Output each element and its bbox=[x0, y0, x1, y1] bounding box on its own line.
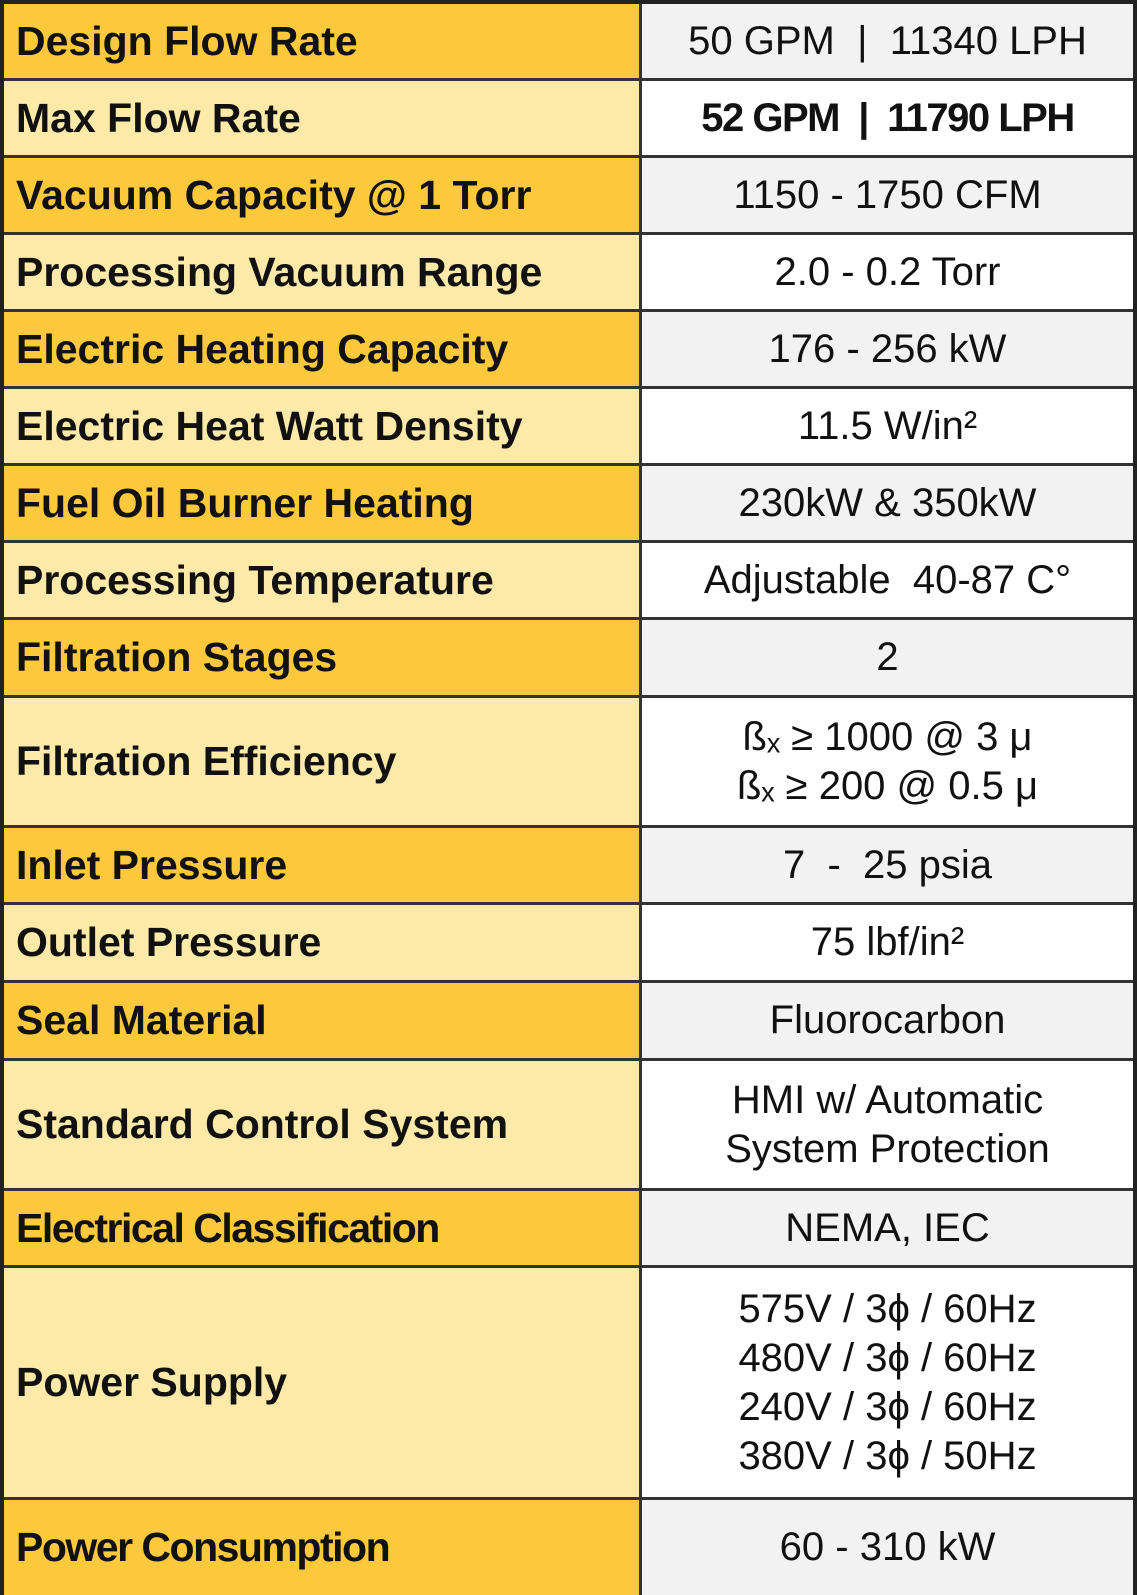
value-line: 7 - 25 psia bbox=[782, 842, 992, 887]
value-line: 240V / 3ϕ / 60Hz bbox=[738, 1384, 1037, 1429]
value-line: 11.5 W/in² bbox=[797, 403, 978, 448]
table-row: Seal Material Fluorocarbon bbox=[4, 983, 1133, 1061]
row-label: Filtration Efficiency bbox=[4, 698, 642, 825]
row-value: 1150 - 1750 CFM bbox=[642, 158, 1133, 232]
table-row: Standard Control System HMI w/ Automatic S… bbox=[4, 1061, 1133, 1191]
row-value: Fluorocarbon bbox=[642, 983, 1133, 1058]
value-line: 230kW & 350kW bbox=[738, 480, 1037, 525]
table-row: Vacuum Capacity @ 1 Torr 1150 - 1750 CFM bbox=[4, 158, 1133, 235]
row-label: Electric Heat Watt Density bbox=[4, 389, 642, 463]
value-line: System Protection bbox=[725, 1126, 1050, 1171]
row-label: Design Flow Rate bbox=[4, 4, 642, 78]
row-label: Filtration Stages bbox=[4, 620, 642, 695]
row-label: Max Flow Rate bbox=[4, 81, 642, 155]
value-line: Fluorocarbon bbox=[769, 998, 1006, 1042]
row-label: Power Consumption bbox=[4, 1500, 642, 1595]
table-row: Power Consumption 60 - 310 kW bbox=[4, 1500, 1133, 1595]
table-row: Electrical Classification NEMA, IEC bbox=[4, 1191, 1133, 1268]
row-value: 2 bbox=[642, 620, 1133, 695]
value-line: 52 GPM | 11790 LPH bbox=[701, 95, 1075, 140]
value-line: HMI w/ Automatic bbox=[731, 1077, 1044, 1122]
row-value: 50 GPM | 11340 LPH bbox=[642, 4, 1133, 78]
row-value: Adjustable 40-87 C° bbox=[642, 543, 1133, 617]
row-value: ßₓ ≥ 1000 @ 3 μ ßₓ ≥ 200 @ 0.5 μ bbox=[642, 698, 1133, 825]
row-label: Standard Control System bbox=[4, 1061, 642, 1188]
value-line: Adjustable 40-87 C° bbox=[703, 557, 1072, 602]
row-value: 52 GPM | 11790 LPH bbox=[642, 81, 1133, 155]
row-label: Outlet Pressure bbox=[4, 905, 642, 980]
value-line: 575V / 3ϕ / 60Hz bbox=[738, 1286, 1037, 1331]
row-value: HMI w/ Automatic System Protection bbox=[642, 1061, 1133, 1188]
row-label: Electric Heating Capacity bbox=[4, 312, 642, 386]
value-line: 480V / 3ϕ / 60Hz bbox=[738, 1335, 1037, 1380]
table-row: Processing Temperature Adjustable 40-87 C… bbox=[4, 543, 1133, 620]
table-row: Filtration Stages 2 bbox=[4, 620, 1133, 698]
row-value: 230kW & 350kW bbox=[642, 466, 1133, 540]
row-label: Vacuum Capacity @ 1 Torr bbox=[4, 158, 642, 232]
row-label: Inlet Pressure bbox=[4, 828, 642, 902]
value-line: 60 - 310 kW bbox=[779, 1525, 996, 1569]
value-line: 75 lbf/in² bbox=[810, 920, 965, 964]
table-row: Design Flow Rate 50 GPM | 11340 LPH bbox=[4, 4, 1133, 81]
value-line: NEMA, IEC bbox=[785, 1205, 990, 1250]
row-value: NEMA, IEC bbox=[642, 1191, 1133, 1265]
table-row: Processing Vacuum Range 2.0 - 0.2 Torr bbox=[4, 235, 1133, 312]
row-value: 176 - 256 kW bbox=[642, 312, 1133, 386]
value-line: 1150 - 1750 CFM bbox=[733, 172, 1042, 217]
row-value: 75 lbf/in² bbox=[642, 905, 1133, 980]
row-value: 2.0 - 0.2 Torr bbox=[642, 235, 1133, 309]
row-value: 7 - 25 psia bbox=[642, 828, 1133, 902]
row-value: 60 - 310 kW bbox=[642, 1500, 1133, 1595]
row-label: Electrical Classification bbox=[4, 1191, 642, 1265]
table-row: Filtration Efficiency ßₓ ≥ 1000 @ 3 μ ßₓ ≥… bbox=[4, 698, 1133, 828]
row-value: 575V / 3ϕ / 60Hz 480V / 3ϕ / 60Hz 240V / 3… bbox=[642, 1268, 1133, 1497]
table-row: Fuel Oil Burner Heating 230kW & 350kW bbox=[4, 466, 1133, 543]
table-row: Max Flow Rate 52 GPM | 11790 LPH bbox=[4, 81, 1133, 158]
row-label: Seal Material bbox=[4, 983, 642, 1058]
row-label: Power Supply bbox=[4, 1268, 642, 1497]
value-line: 50 GPM | 11340 LPH bbox=[688, 18, 1087, 63]
row-label: Processing Vacuum Range bbox=[4, 235, 642, 309]
table-row: Inlet Pressure 7 - 25 psia bbox=[4, 828, 1133, 905]
value-line: ßₓ ≥ 200 @ 0.5 μ bbox=[736, 763, 1039, 808]
table-row: Outlet Pressure 75 lbf/in² bbox=[4, 905, 1133, 983]
table-row: Power Supply 575V / 3ϕ / 60Hz 480V / 3ϕ / … bbox=[4, 1268, 1133, 1500]
table-row: Electric Heating Capacity 176 - 256 kW bbox=[4, 312, 1133, 389]
row-value: 11.5 W/in² bbox=[642, 389, 1133, 463]
value-line: 380V / 3ϕ / 50Hz bbox=[738, 1433, 1037, 1478]
value-line: ßₓ ≥ 1000 @ 3 μ bbox=[742, 714, 1033, 759]
value-line: 2.0 - 0.2 Torr bbox=[774, 249, 1001, 294]
value-line: 2 bbox=[876, 635, 899, 679]
table-row: Electric Heat Watt Density 11.5 W/in² bbox=[4, 389, 1133, 466]
value-line: 176 - 256 kW bbox=[768, 326, 1007, 371]
row-label: Processing Temperature bbox=[4, 543, 642, 617]
row-label: Fuel Oil Burner Heating bbox=[4, 466, 642, 540]
